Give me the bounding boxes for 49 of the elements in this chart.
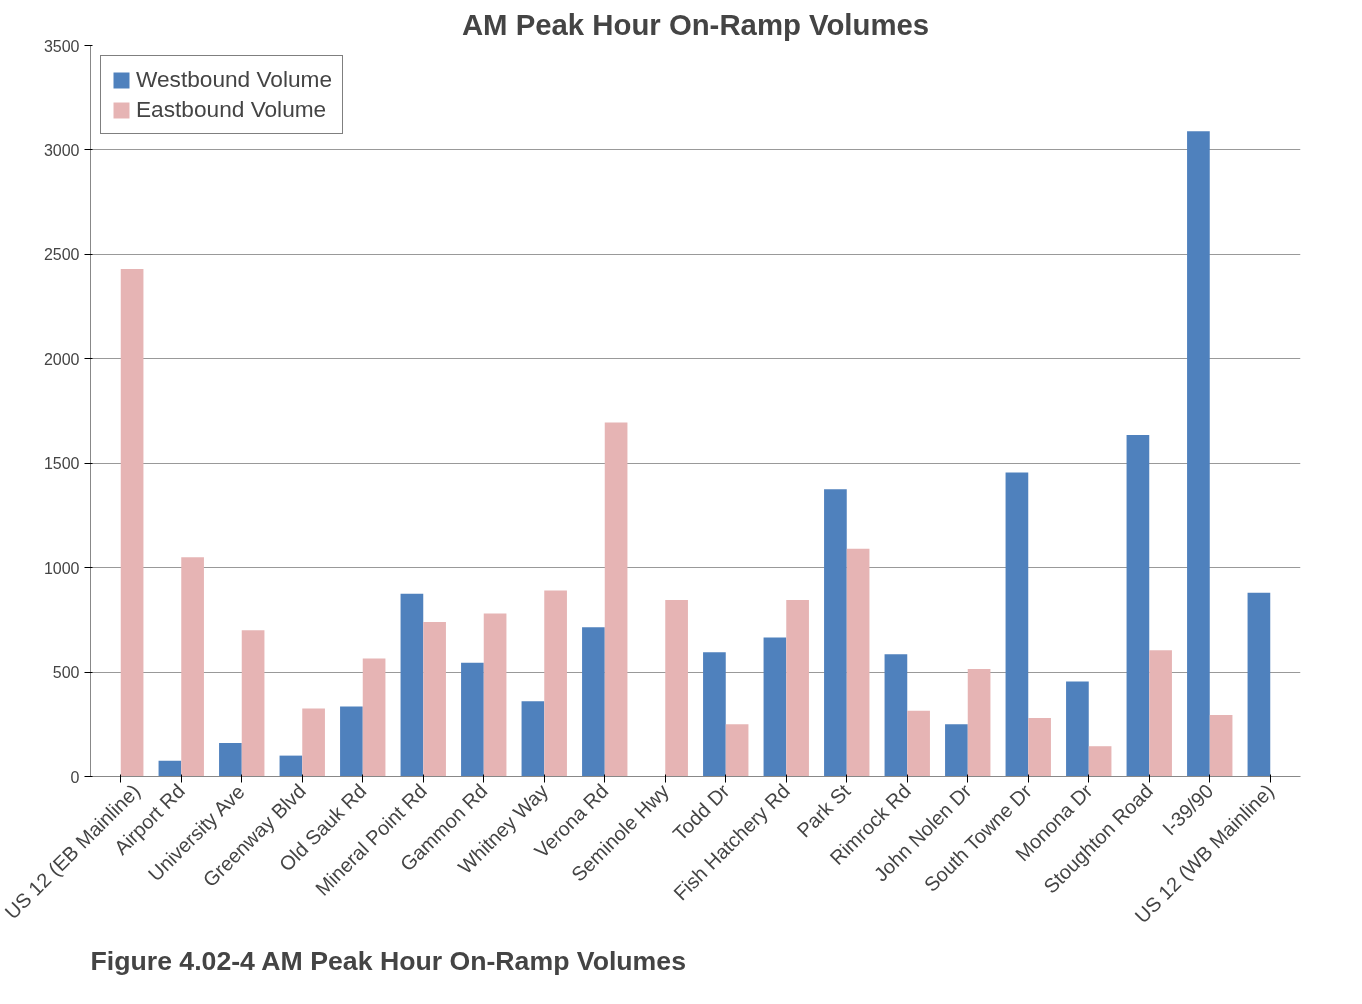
bar (582, 627, 605, 777)
bar (423, 621, 446, 777)
bar (362, 658, 386, 777)
bar (703, 652, 726, 777)
bar (1187, 131, 1210, 777)
y-tick-label: 0 (70, 768, 80, 786)
bar (181, 557, 204, 777)
y-tick-label: 1500 (43, 455, 80, 473)
bar (158, 760, 182, 777)
bar (945, 724, 968, 777)
bar (120, 268, 144, 777)
bar (967, 668, 991, 777)
bar (400, 593, 424, 777)
y-tick-label: 3500 (43, 37, 80, 55)
bar (1149, 650, 1172, 777)
bar (241, 630, 265, 777)
bar (824, 489, 847, 777)
bar (907, 710, 930, 777)
bar (461, 662, 484, 777)
bar (846, 548, 870, 777)
bar (340, 706, 363, 777)
y-tick-label: 500 (52, 664, 80, 682)
bar (1028, 718, 1051, 777)
bar (725, 724, 749, 777)
bar (302, 708, 325, 777)
legend-label: Westbound Volume (136, 66, 333, 93)
bar (763, 637, 787, 777)
bar (1126, 435, 1150, 777)
bar (521, 701, 545, 777)
bar (219, 743, 242, 777)
chart-title: AM Peak Hour On-Ramp Volumes (461, 7, 930, 41)
bar (544, 590, 567, 777)
bar (279, 755, 303, 777)
bar (884, 654, 908, 777)
bar (604, 422, 628, 777)
y-tick-label: 2000 (43, 350, 80, 368)
bar (665, 600, 688, 777)
y-tick-label: 3000 (43, 141, 80, 159)
bar (1247, 592, 1271, 777)
bar (1005, 472, 1029, 777)
bar (1088, 746, 1112, 777)
bar (1209, 714, 1233, 777)
bar (483, 613, 507, 777)
y-tick-label: 2500 (43, 246, 80, 264)
bar (786, 600, 809, 777)
legend-label: Eastbound Volume (136, 96, 327, 123)
bar (1066, 681, 1089, 777)
caption: Figure 4.02-4 AM Peak Hour On-Ramp Volumes (90, 945, 686, 976)
y-tick-label: 1000 (43, 559, 80, 577)
